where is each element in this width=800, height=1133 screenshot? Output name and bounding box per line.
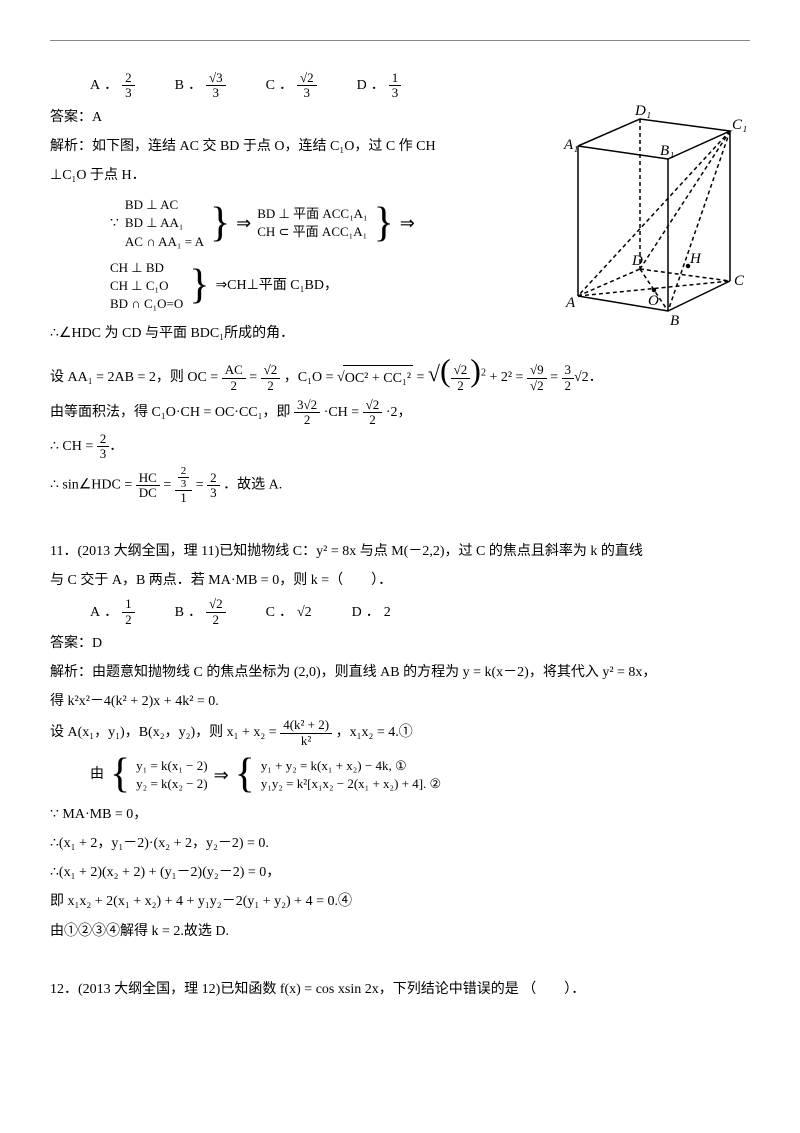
option-d: D． 13 [357,71,402,101]
q11-line: 即 x₁x₂ + 2(x₁ + x₂) + 4 + y₁y₂－2(y₁ + y₂… [50,889,750,914]
option-a: A． 23 [90,71,135,101]
calc-line-1: 设 AA₁ = 2AB = 2，则 OC = AC2 = √22 ，C₁O = … [50,354,750,394]
left-brace-icon: { [235,756,255,794]
fig-label: B₁ [660,143,674,159]
prism-figure: D₁ C₁ A₁ B₁ D H C A O B [560,101,750,331]
option-a: A． 12 [90,597,135,627]
calc-line-2: 由等面积法，得 C₁O·CH = OC·CC₁，即 3√22 ·CH = √22… [50,398,750,428]
opt-label: B [175,73,184,98]
left-brace-icon: { [110,756,130,794]
q11-setline: 设 A(x₁，y₁)，B(x₂，y₂)，则 x₁ + x₂ = 4(k² + 2… [50,718,750,748]
option-c: C．√2 [266,597,312,627]
q10-options: A． 23 B． √33 C． √23 D． 13 [90,71,750,101]
q11-answer: 答案：D [50,631,750,656]
opt-label: D [357,73,367,98]
q11-line: ∴(x₁ + 2)(x₂ + 2) + (y₁－2)(y₂－2) = 0， [50,860,750,885]
option-b: B． √33 [175,71,226,101]
arrow-icon: ⇒ [236,207,251,239]
opt-label: A [90,73,100,98]
derivation-block-1: ∵ BD ⊥ AC BD ⊥ AA₁ AC ∩ AA₁ = A } ⇒ BD ⊥… [110,196,550,251]
q11-stem-2: 与 C 交于 A，B 两点．若 MA·MB = 0，则 k =（ ）． [50,568,750,593]
q11-line: ∵ MA·MB = 0， [50,802,750,827]
arrow-icon: ⇒ [214,759,229,791]
right-brace-icon: } [374,205,394,243]
q11-stem-1: 11．(2013 大纲全国，理 11)已知抛物线 C：y² = 8x 与点 M(… [50,539,750,564]
opt-label: C [266,73,275,98]
fig-label: D₁ [634,103,651,119]
q12-stem: 12．(2013 大纲全国，理 12)已知函数 f(x) = cos xsin … [50,977,750,1002]
fig-label: B [670,313,679,329]
fig-label: C₁ [732,117,747,133]
option-d: D．2 [352,597,391,627]
sin-line: ∴ sin∠HDC = HCDC = 231 = 23 ．故选 A. [50,465,750,505]
fig-label: C [734,273,745,289]
fig-label: H [689,251,702,267]
q11-line: 由①②③④解得 k = 2.故选 D. [50,919,750,944]
right-brace-icon: } [189,267,209,305]
fig-label: A₁ [563,137,578,153]
derivation-block-2: CH ⊥ BD CH ⊥ C₁O BD ∩ C₁O=O } ⇒CH⊥平面 C₁B… [110,259,550,314]
q11-line: ∴(x₁ + 2，y₁－2)·(x₂ + 2，y₂－2) = 0. [50,831,750,856]
top-rule [50,40,750,41]
right-brace-icon: } [210,205,230,243]
q11-analysis-2: 得 k²x²－4(k² + 2)x + 4k² = 0. [50,689,750,714]
arrow-icon: ⇒ [400,207,415,239]
q11-system: 由 { y₁ = k(x₁ − 2) y₂ = k(x₂ − 2) ⇒ { y₁… [90,756,750,794]
option-c: C． √23 [266,71,317,101]
q11-analysis-1: 解析：由题意知抛物线 C 的焦点坐标为 (2,0)，则直线 AB 的方程为 y … [50,660,750,685]
fig-label: D [631,253,643,269]
q11-options: A． 12 B． √22 C．√2 D．2 [90,597,750,627]
option-b: B． √22 [175,597,226,627]
fig-label: A [565,295,576,311]
fig-label: O [648,293,659,309]
ch-line: ∴ CH = 23． [50,432,750,462]
